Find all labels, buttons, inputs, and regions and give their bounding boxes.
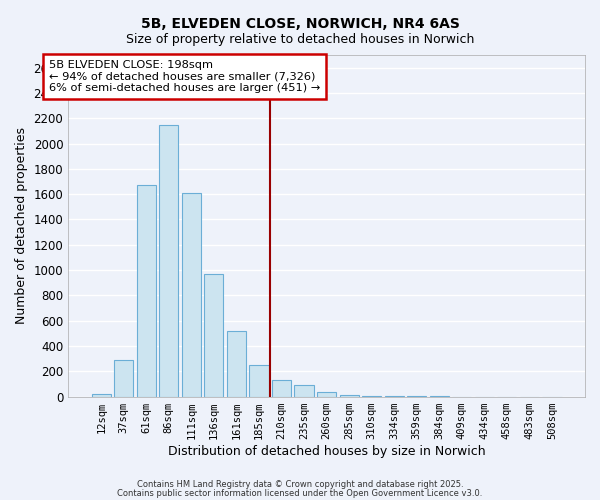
Title: 5B, ELVEDEN CLOSE, NORWICH, NR4 6AS
Size of property relative to detached houses: 5B, ELVEDEN CLOSE, NORWICH, NR4 6AS Size… [0,499,1,500]
Bar [182,193,201,396]
Bar [295,384,314,396]
Bar [272,380,291,396]
Text: Size of property relative to detached houses in Norwich: Size of property relative to detached ho… [126,32,474,46]
Text: Contains public sector information licensed under the Open Government Licence v3: Contains public sector information licen… [118,488,482,498]
Text: Contains HM Land Registry data © Crown copyright and database right 2025.: Contains HM Land Registry data © Crown c… [137,480,463,489]
Text: 5B, ELVEDEN CLOSE, NORWICH, NR4 6AS: 5B, ELVEDEN CLOSE, NORWICH, NR4 6AS [140,18,460,32]
Text: 5B ELVEDEN CLOSE: 198sqm
← 94% of detached houses are smaller (7,326)
6% of semi: 5B ELVEDEN CLOSE: 198sqm ← 94% of detach… [49,60,320,93]
Bar [227,331,246,396]
Bar [317,392,336,396]
Bar [114,360,133,397]
Bar [159,124,178,396]
Y-axis label: Number of detached properties: Number of detached properties [15,128,28,324]
Bar [205,274,223,396]
Bar [92,394,111,396]
Bar [137,186,156,396]
Bar [250,365,269,396]
X-axis label: Distribution of detached houses by size in Norwich: Distribution of detached houses by size … [168,444,485,458]
